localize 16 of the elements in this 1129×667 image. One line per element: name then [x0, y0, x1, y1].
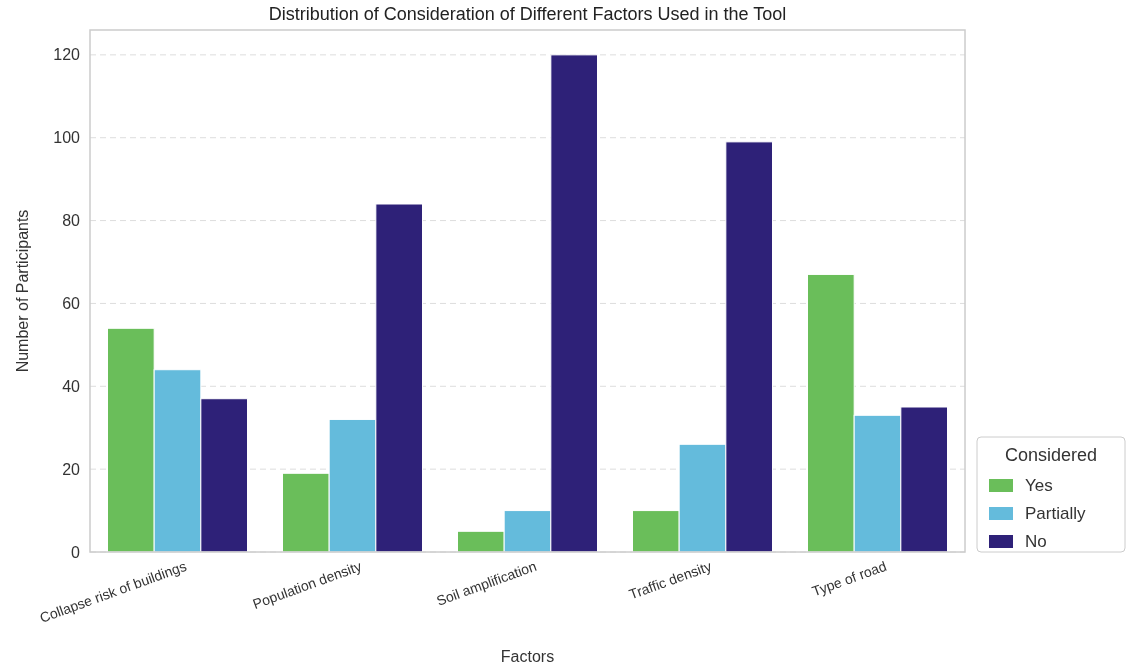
legend-label: No: [1025, 532, 1047, 551]
x-tick-label: Type of road: [809, 557, 889, 600]
y-tick-label: 0: [71, 543, 81, 561]
legend-label: Yes: [1025, 476, 1053, 495]
legend-label: Partially: [1025, 504, 1086, 523]
y-tick-label: 60: [62, 295, 81, 313]
x-axis-title: Factors: [500, 648, 555, 665]
x-tick-label: Traffic density: [626, 557, 714, 603]
y-tick-label: 100: [53, 129, 81, 147]
y-axis-title: Number of Participants: [14, 209, 31, 373]
legend-title: Considered: [1004, 445, 1098, 465]
y-tick-label: 20: [62, 460, 81, 478]
chart-title: Distribution of Consideration of Different Factors Used in the Tool: [268, 4, 787, 24]
y-tick-label: 120: [53, 46, 81, 64]
y-tick-label: 40: [62, 377, 81, 395]
y-tick-label: 80: [62, 212, 81, 230]
